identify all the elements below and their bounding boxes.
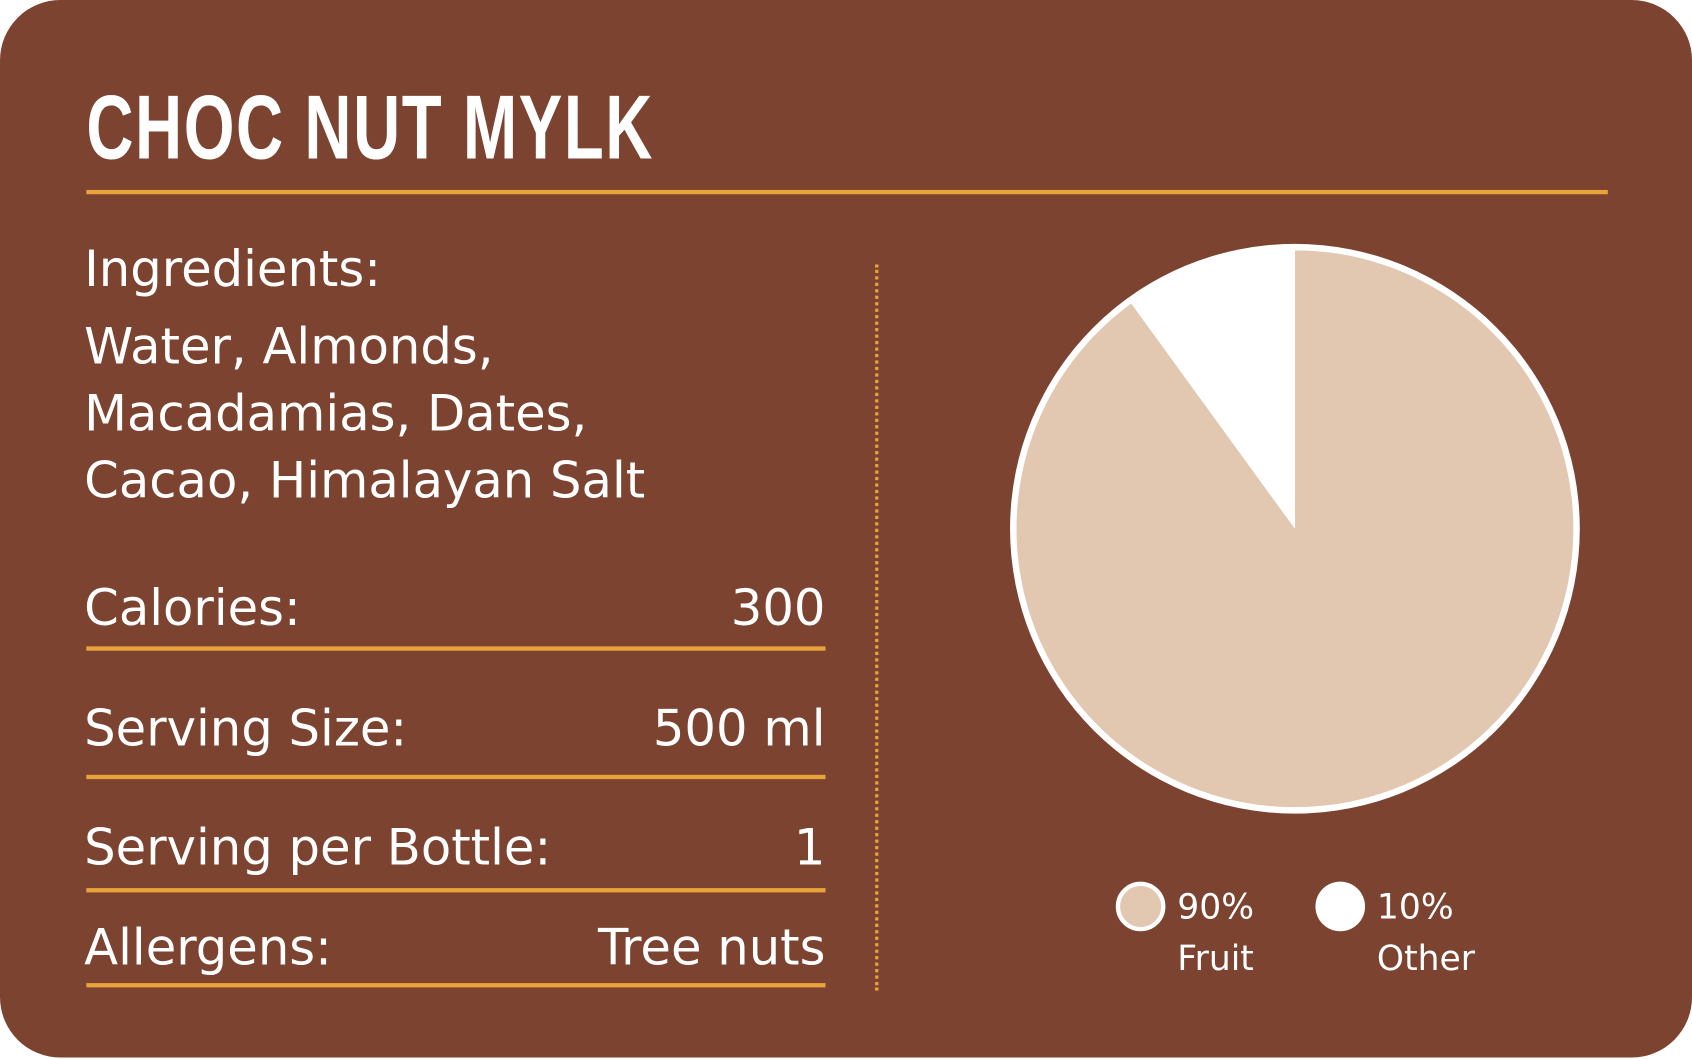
fact-value: Tree nuts [598,918,826,977]
legend-value-other: 10% [1377,887,1454,927]
fact-divider [86,888,826,893]
product-title: CHOC NUT MYLK [86,76,654,179]
fact-divider [86,774,826,780]
ingredients-line: Water, Almonds, [84,317,494,376]
fact-label: Serving Size: [84,699,408,758]
fact-value: 500 ml [652,699,826,758]
legend-swatch-other [1315,881,1366,932]
fact-label: Allergens: [84,918,332,977]
fact-label: Serving per Bottle: [84,817,552,877]
fact-row-servings-per-bottle: Serving per Bottle: 1 [84,818,826,893]
fact-row-allergens: Allergens: Tree nuts [84,918,826,988]
fact-value: 300 [730,578,826,637]
legend-value-fruit: 90% [1177,887,1254,927]
fact-divider [86,646,826,651]
fact-divider [86,983,826,988]
ingredients-line: Cacao, Himalayan Salt [84,451,646,510]
dotted-divider [875,264,879,991]
ingredients-label: Ingredients: [84,239,381,298]
fact-value: 1 [793,817,826,877]
legend-label-other: Other [1377,939,1476,979]
legend-swatch-fruit [1115,881,1166,932]
fact-label: Calories: [84,578,301,637]
ingredients-line: Macadamias, Dates, [84,384,588,443]
title-divider [86,189,1608,195]
ingredients-list: Water, Almonds, Macadamias, Dates, Cacao… [84,313,839,514]
fact-row-serving-size: Serving Size: 500 ml [84,699,826,780]
legend-label-fruit: Fruit [1177,939,1254,979]
pie-slice-fruit [1016,250,1574,808]
pie-slice-other [1131,250,1295,529]
fact-row-calories: Calories: 300 [84,578,826,651]
